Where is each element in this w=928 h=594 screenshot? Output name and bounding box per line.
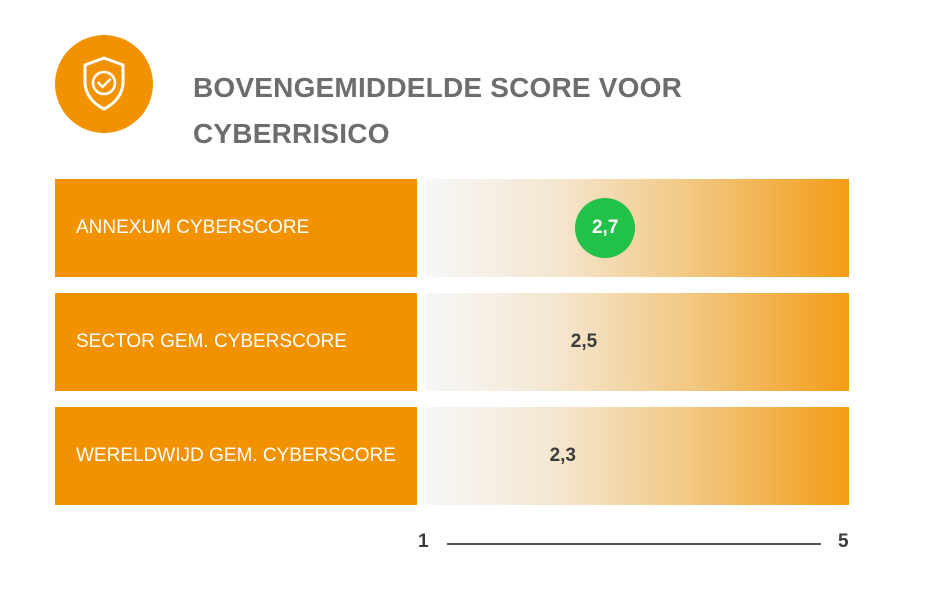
score-row: WERELDWIJD GEM. CYBERSCORE 2,3	[55, 407, 849, 505]
score-row: SECTOR GEM. CYBERSCORE 2,5	[55, 293, 849, 391]
score-marker: 2,5	[570, 331, 598, 352]
score-scale-bar	[425, 179, 849, 277]
category-label: WERELDWIJD GEM. CYBERSCORE	[55, 407, 417, 505]
category-label: SECTOR GEM. CYBERSCORE	[55, 293, 417, 391]
page-title: BOVENGEMIDDELDE SCORE VOOR CYBERRISICO	[193, 72, 683, 149]
category-label: ANNEXUM CYBERSCORE	[55, 179, 417, 277]
score-scale-bar	[425, 407, 849, 505]
highlight-score-marker: 2,7	[575, 198, 636, 258]
axis-min-label: 1	[418, 531, 429, 552]
shield-check-icon	[55, 35, 153, 133]
score-row: ANNEXUM CYBERSCORE 2,7	[55, 179, 849, 277]
axis-line	[447, 543, 821, 545]
score-scale-bar	[425, 293, 849, 391]
score-marker: 2,3	[549, 445, 577, 466]
logo-badge	[55, 35, 153, 133]
axis-max-label: 5	[838, 531, 849, 552]
